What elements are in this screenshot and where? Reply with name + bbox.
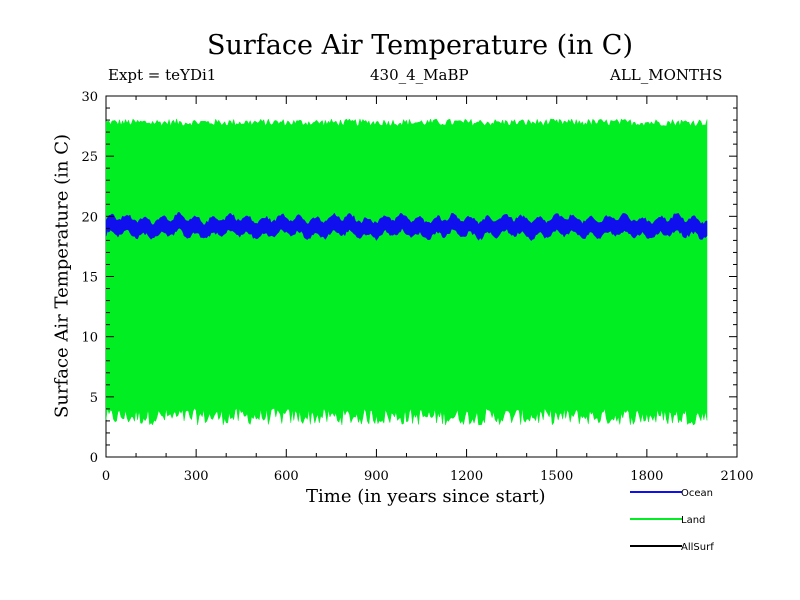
x-tick-label: 900 — [364, 469, 389, 484]
legend-label-ocean: Ocean — [681, 488, 713, 499]
months-label: ALL_MONTHS — [610, 66, 723, 84]
series-land-band — [105, 117, 708, 426]
y-tick-label: 15 — [81, 271, 98, 286]
x-axis-label: Time (in years since start) — [306, 486, 546, 507]
y-tick-label: 20 — [81, 210, 98, 225]
legend-label-land: Land — [681, 515, 705, 526]
y-tick-label: 0 — [90, 451, 98, 466]
period-label: 430_4_MaBP — [370, 66, 469, 84]
x-tick-label: 1200 — [450, 469, 483, 484]
legend-label-allsurf: AllSurf — [681, 542, 714, 553]
y-tick-label: 25 — [81, 150, 98, 165]
y-tick-label: 30 — [81, 90, 98, 105]
x-tick-label: 2100 — [720, 469, 753, 484]
x-tick-label: 300 — [184, 469, 209, 484]
series-group — [105, 117, 708, 426]
x-tick-label: 1500 — [540, 469, 573, 484]
x-tick-label: 600 — [274, 469, 299, 484]
y-tick-label: 5 — [90, 391, 98, 406]
x-tick-label: 0 — [102, 469, 110, 484]
ticks-group: 0 300 600 900 1200 1500 1800 2100 0 5 10 15 20 25 30 — [81, 90, 753, 484]
y-axis-label: Surface Air Temperature (in C) — [51, 134, 73, 418]
y-tick-label: 10 — [81, 331, 98, 346]
chart-title: Surface Air Temperature (in C) — [207, 30, 633, 61]
legend: Ocean Land AllSurf — [630, 488, 714, 553]
series-ocean-band — [105, 212, 708, 242]
x-tick-label: 1800 — [630, 469, 663, 484]
experiment-label: Expt = teYDi1 — [108, 66, 217, 84]
